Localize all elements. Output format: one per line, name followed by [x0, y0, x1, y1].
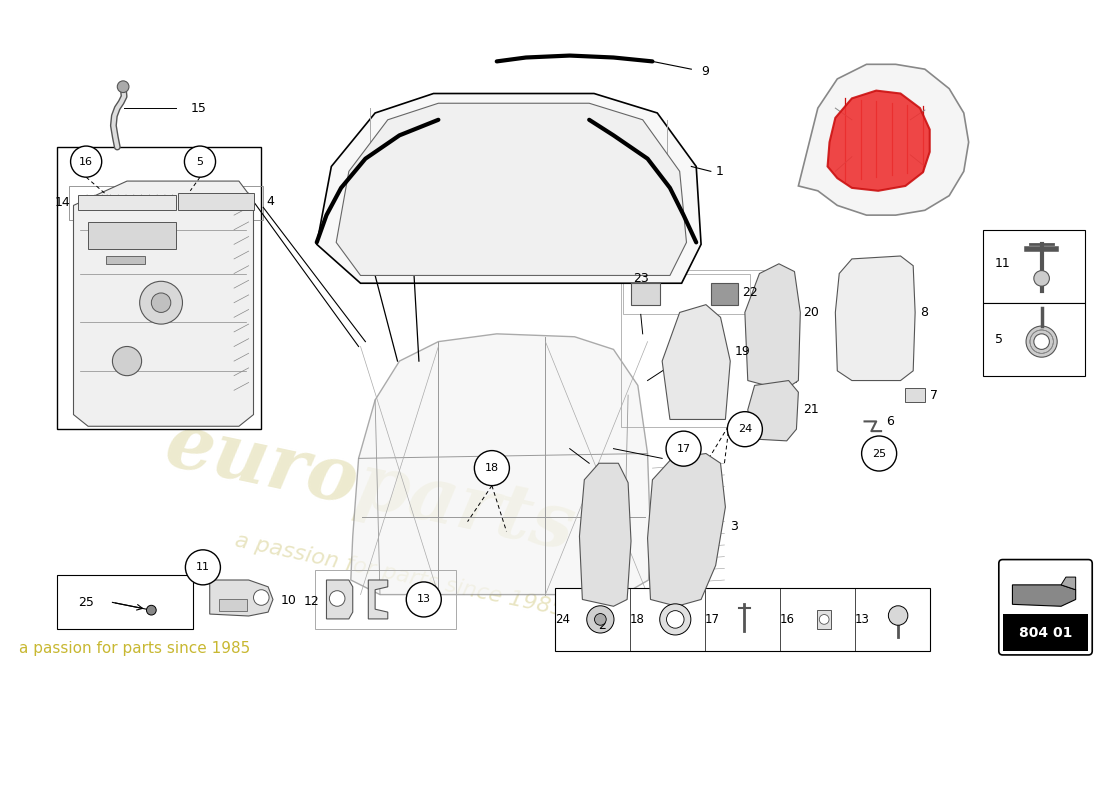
- Circle shape: [185, 146, 216, 177]
- Text: 11: 11: [994, 258, 1011, 270]
- Text: 25: 25: [78, 596, 95, 609]
- Text: 24: 24: [556, 613, 570, 626]
- Polygon shape: [1012, 585, 1076, 606]
- Text: 8: 8: [920, 306, 928, 319]
- Polygon shape: [648, 454, 725, 606]
- Circle shape: [112, 346, 142, 376]
- Circle shape: [406, 582, 441, 617]
- Circle shape: [889, 606, 908, 626]
- Polygon shape: [368, 580, 388, 619]
- Text: 11: 11: [196, 562, 210, 572]
- Circle shape: [1034, 334, 1049, 350]
- Bar: [177, 193, 253, 210]
- Text: 21: 21: [803, 403, 820, 416]
- Circle shape: [140, 282, 183, 324]
- Polygon shape: [351, 334, 650, 594]
- Bar: [57, 575, 194, 629]
- Bar: [219, 599, 246, 611]
- Circle shape: [253, 590, 270, 606]
- Text: 7: 7: [930, 389, 937, 402]
- Circle shape: [820, 614, 829, 624]
- Text: 17: 17: [676, 444, 691, 454]
- Circle shape: [666, 431, 701, 466]
- Circle shape: [861, 436, 896, 471]
- Polygon shape: [1062, 577, 1076, 590]
- Bar: [315, 570, 455, 629]
- Text: 13: 13: [417, 594, 431, 605]
- Text: 24: 24: [738, 424, 752, 434]
- Polygon shape: [748, 381, 799, 441]
- Text: a passion for parts since 1985: a passion for parts since 1985: [233, 530, 566, 620]
- Text: 19: 19: [735, 345, 751, 358]
- Bar: [711, 283, 738, 305]
- Circle shape: [186, 550, 220, 585]
- Circle shape: [1026, 326, 1057, 357]
- Circle shape: [586, 606, 614, 633]
- Text: 4: 4: [266, 195, 274, 208]
- FancyBboxPatch shape: [999, 559, 1092, 655]
- Text: 804 01: 804 01: [1019, 626, 1072, 639]
- Bar: [621, 270, 772, 427]
- Text: 6: 6: [886, 415, 894, 428]
- Text: 16: 16: [79, 157, 94, 166]
- Polygon shape: [210, 580, 273, 616]
- Text: 9: 9: [701, 65, 710, 78]
- Bar: [556, 588, 930, 651]
- Circle shape: [329, 590, 345, 606]
- Circle shape: [667, 610, 684, 628]
- Bar: [106, 256, 144, 264]
- Circle shape: [1034, 270, 1049, 286]
- Bar: [624, 274, 750, 314]
- Text: 17: 17: [705, 613, 720, 626]
- Bar: [983, 302, 1086, 376]
- Text: 25: 25: [872, 449, 887, 458]
- Text: 1: 1: [716, 165, 724, 178]
- Polygon shape: [745, 264, 801, 390]
- Bar: [78, 194, 176, 210]
- Text: 15: 15: [190, 102, 206, 114]
- Circle shape: [118, 81, 129, 93]
- Text: 5: 5: [994, 333, 1003, 346]
- Polygon shape: [74, 181, 253, 426]
- Bar: [57, 147, 262, 429]
- Bar: [68, 186, 263, 220]
- Bar: [983, 230, 1086, 302]
- Polygon shape: [835, 256, 915, 381]
- Text: 13: 13: [855, 613, 870, 626]
- Circle shape: [152, 293, 170, 313]
- Polygon shape: [662, 305, 730, 419]
- Circle shape: [727, 412, 762, 446]
- Circle shape: [594, 614, 606, 626]
- Circle shape: [146, 606, 156, 615]
- Polygon shape: [580, 463, 631, 606]
- Circle shape: [474, 450, 509, 486]
- Text: europarts: europarts: [158, 408, 582, 567]
- Polygon shape: [317, 94, 701, 283]
- Text: 2: 2: [598, 619, 606, 632]
- Text: 3: 3: [730, 520, 738, 533]
- Text: 18: 18: [630, 613, 645, 626]
- Polygon shape: [799, 64, 969, 215]
- Bar: [88, 222, 176, 249]
- Text: 23: 23: [632, 272, 649, 285]
- Text: 10: 10: [280, 594, 297, 607]
- Bar: [817, 610, 830, 629]
- Text: a passion for parts since 1985: a passion for parts since 1985: [19, 641, 251, 656]
- Bar: [631, 283, 660, 305]
- Text: 5: 5: [197, 157, 204, 166]
- Text: 20: 20: [803, 306, 820, 319]
- Polygon shape: [327, 580, 353, 619]
- Text: 16: 16: [780, 613, 795, 626]
- Polygon shape: [337, 103, 686, 275]
- Polygon shape: [827, 90, 930, 191]
- Text: 12: 12: [304, 595, 320, 608]
- Text: 22: 22: [741, 286, 758, 299]
- Text: 18: 18: [485, 463, 499, 473]
- Bar: [1003, 614, 1088, 651]
- Text: 14: 14: [55, 196, 70, 209]
- Bar: [905, 388, 925, 402]
- Circle shape: [660, 604, 691, 635]
- Circle shape: [70, 146, 101, 177]
